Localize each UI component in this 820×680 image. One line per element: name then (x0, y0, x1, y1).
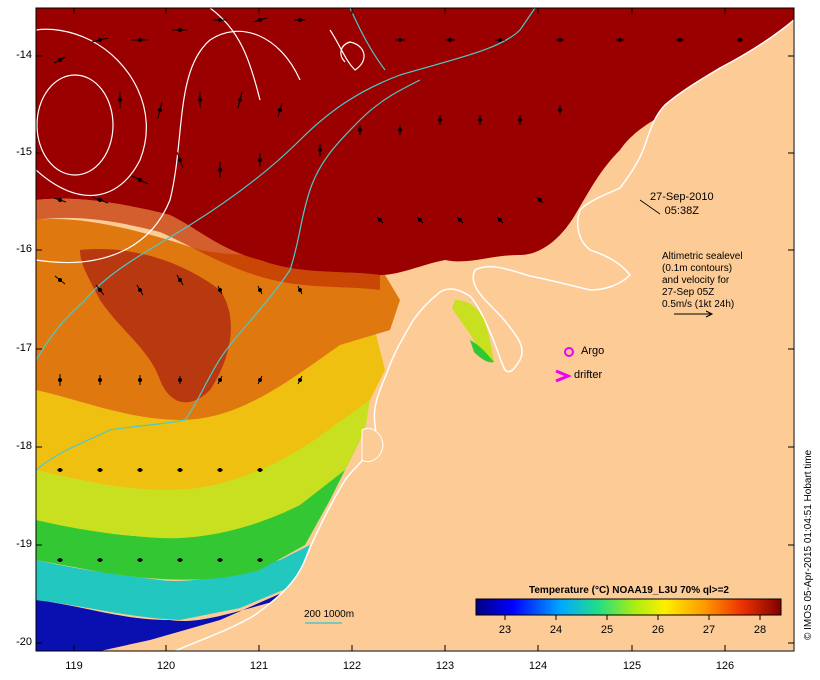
lon-label: 123 (435, 660, 455, 672)
axis-ticks (36, 8, 794, 651)
lat-label: -20 (16, 636, 32, 648)
lat-label: -14 (16, 49, 32, 61)
colorbar-tick-label: 28 (753, 624, 767, 636)
sst-band-hot-edge (36, 198, 380, 290)
drifter-label: drifter (574, 369, 603, 381)
lon-label: 122 (342, 660, 362, 672)
plot-frame (35, 7, 795, 652)
argo-marker (564, 347, 574, 357)
lon-label: 119 (65, 660, 83, 672)
bay-water (452, 300, 494, 362)
image-timestamp: 27-Sep-2010 05:38Z (650, 190, 714, 218)
lat-label: -19 (16, 538, 32, 550)
lat-label: -16 (16, 243, 32, 255)
sst-band-brown (80, 249, 231, 403)
velocity-vectors (53, 17, 743, 562)
altimetry-line: 27-Sep 05Z (662, 287, 715, 298)
colorbar-tick-label: 26 (651, 624, 665, 636)
altimetry-line: and velocity for (662, 275, 730, 286)
sst-band-hot (36, 8, 794, 275)
credit-text: © IMOS 05-Apr-2015 01:04:51 Hobart time (803, 449, 814, 640)
altimetry-line: (0.1m contours) (662, 263, 733, 274)
isobaths (36, 8, 536, 471)
colorbar-tick-label: 23 (498, 624, 512, 636)
island (361, 427, 384, 463)
isobath-legend-label: 200 1000m (304, 609, 355, 620)
sst-band-yellow (36, 330, 385, 490)
timestamp-pointer (639, 199, 661, 215)
altimetry-line: Altimetric sealevel (662, 251, 743, 262)
lat-label: -18 (16, 440, 32, 452)
sst-band-green (36, 440, 360, 580)
bay-water-green (470, 340, 494, 363)
altimetry-line: 0.5m/s (1kt 24h) (662, 299, 735, 310)
colorbar-title: Temperature (°C) NOAA19_L3U 70% ql>=2 (529, 585, 729, 596)
lon-label: 121 (249, 660, 269, 672)
sealevel-contours (36, 8, 365, 264)
colorbar-tick-label: 25 (600, 624, 614, 636)
drifter-marker (555, 369, 572, 383)
lon-label: 120 (156, 660, 176, 672)
sst-band-cyan (36, 545, 310, 620)
velocity-reference-arrow (674, 310, 714, 318)
altimetry-note: Altimetric sealevel (0.1m contours) and … (662, 251, 743, 311)
lon-label: 126 (715, 660, 735, 672)
timestamp-date: 27-Sep-2010 (650, 191, 714, 203)
sst-band-lime (36, 400, 370, 539)
sst-band-cold (36, 585, 300, 651)
colorbar-tick-label: 27 (702, 624, 716, 636)
timestamp-time: 05:38Z (664, 205, 699, 217)
lat-label: -15 (16, 146, 32, 158)
lon-label: 124 (528, 660, 548, 672)
lat-label: -17 (16, 342, 32, 354)
argo-label: Argo (581, 345, 605, 357)
colorbar-tick-label: 24 (549, 624, 563, 636)
colorbar (475, 598, 782, 616)
colorbar-ticks (504, 615, 761, 620)
lon-label: 125 (622, 660, 642, 672)
